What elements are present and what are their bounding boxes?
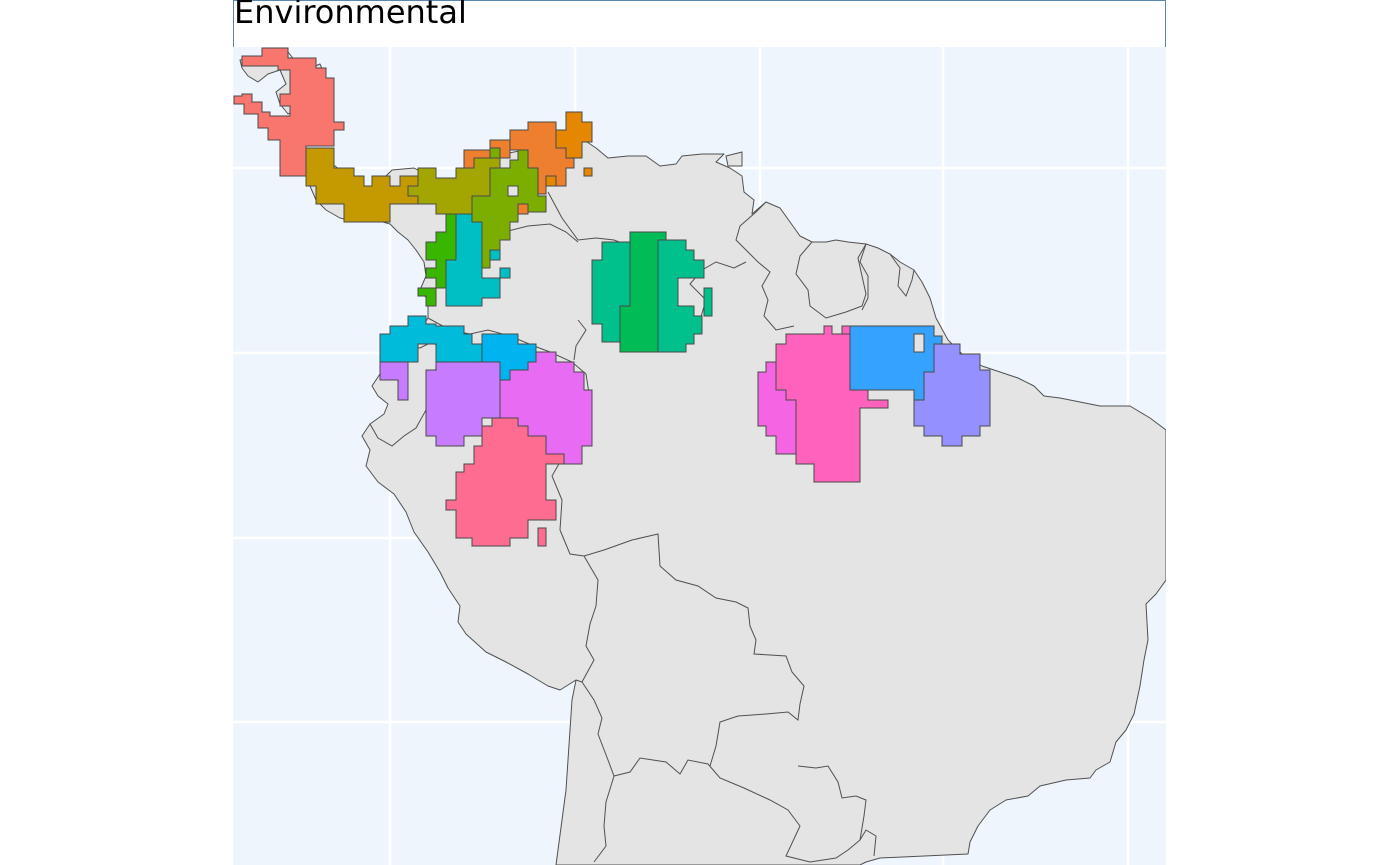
land-south-america <box>305 137 1166 865</box>
distribution-region-11 <box>591 241 631 343</box>
distribution-region-18 <box>757 361 797 455</box>
distribution-region-6 <box>471 147 547 269</box>
distribution-region-20 <box>913 343 991 447</box>
distribution-region-16 <box>445 417 565 547</box>
map-canvas <box>233 47 1166 865</box>
region-hole <box>913 333 925 353</box>
distribution-region-8 <box>445 213 511 307</box>
distribution-region-9 <box>657 239 713 353</box>
distribution-regions <box>233 47 991 547</box>
land-trinidad <box>725 151 743 167</box>
panel-title: Environmental <box>234 0 467 31</box>
distribution-region-1 <box>233 47 345 177</box>
